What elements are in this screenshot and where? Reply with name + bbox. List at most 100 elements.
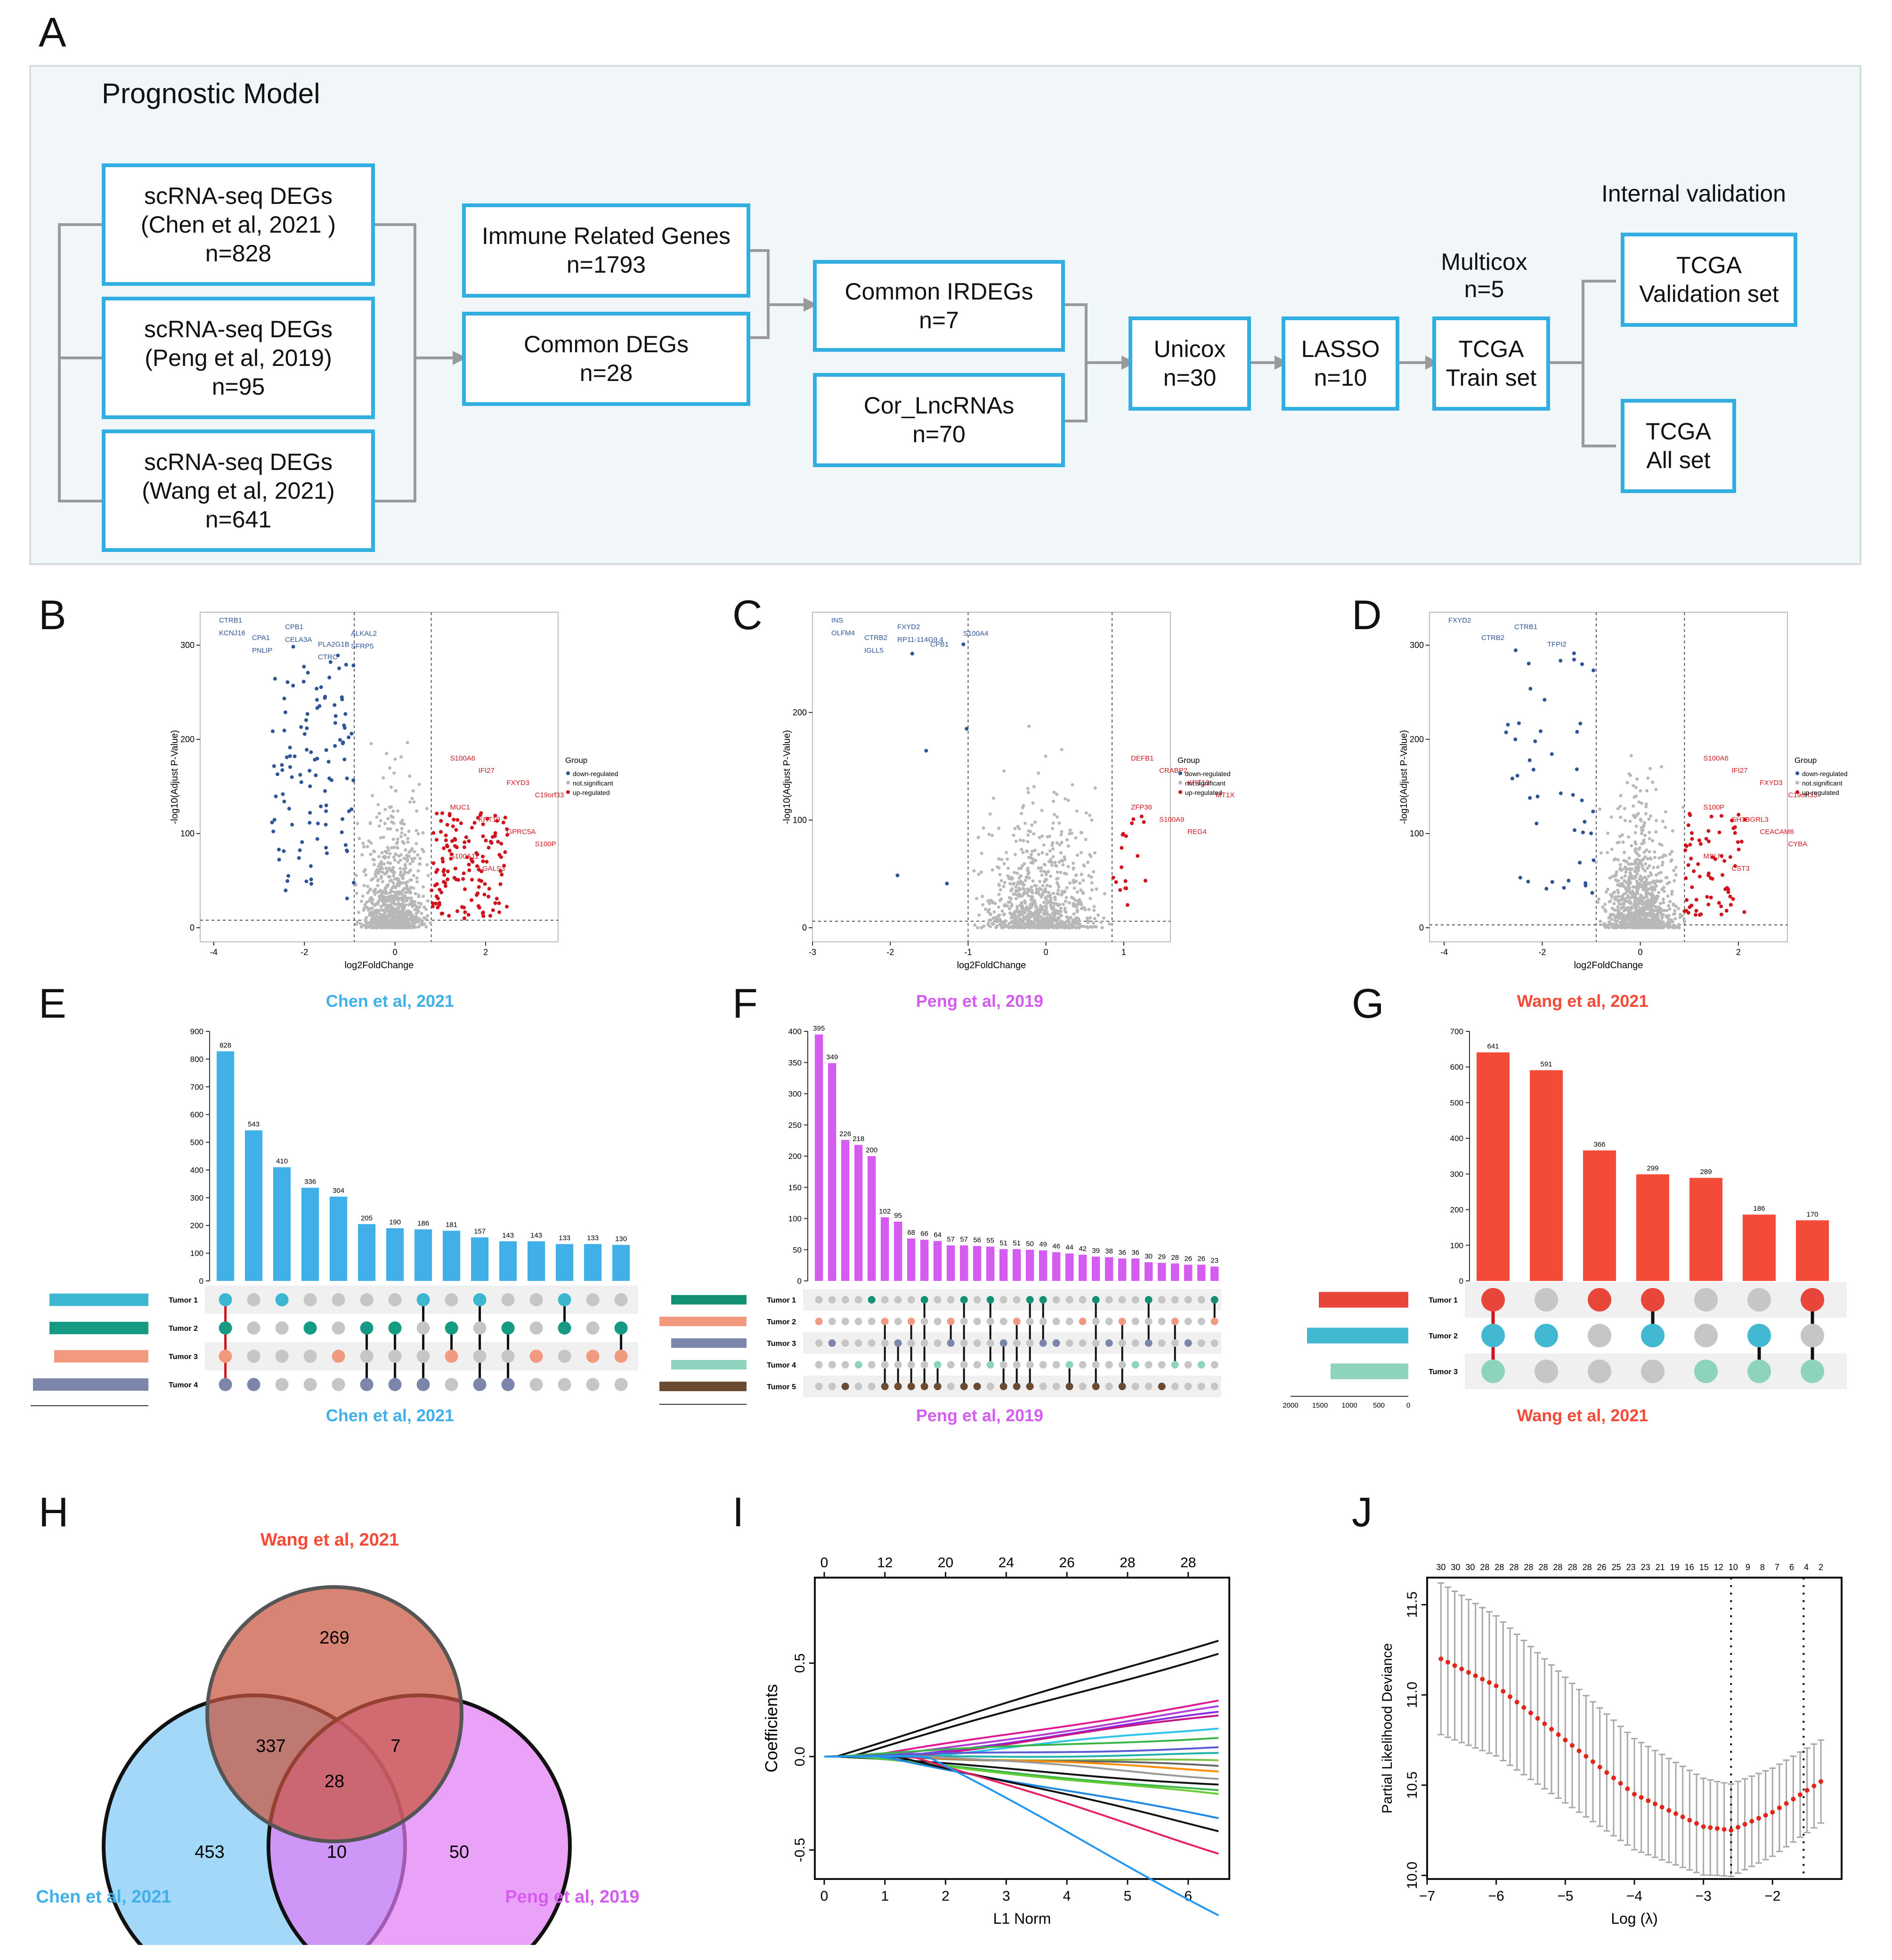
point-not-significant — [1079, 888, 1082, 892]
point-not-significant — [997, 826, 1001, 830]
point-not-significant — [1059, 871, 1063, 875]
point-not-significant — [1668, 900, 1672, 904]
point-down-regulated — [1543, 697, 1547, 702]
point-not-significant — [1040, 851, 1044, 855]
point-not-significant — [981, 903, 985, 907]
intersection-bar — [1158, 1263, 1166, 1281]
point-not-significant — [400, 818, 404, 822]
point-not-significant — [1663, 890, 1666, 893]
point-not-significant — [1032, 785, 1036, 789]
point-up-regulated — [1124, 886, 1129, 891]
matrix-dot-active — [275, 1293, 289, 1306]
matrix-dot-active — [907, 1318, 915, 1325]
point-not-significant — [1013, 910, 1016, 914]
point-not-significant — [392, 874, 396, 878]
matrix-dot-active — [1039, 1339, 1047, 1347]
point-not-significant — [1642, 850, 1646, 854]
point-not-significant — [1018, 838, 1022, 842]
point-not-significant — [396, 915, 400, 919]
multicox-count: n=5 — [1464, 276, 1504, 302]
intersection-bar — [868, 1156, 876, 1281]
point-not-significant — [400, 826, 404, 830]
point-not-significant — [400, 923, 404, 926]
deviance-point — [1618, 1781, 1623, 1786]
point-not-significant — [1031, 861, 1035, 865]
point-not-significant — [1092, 870, 1096, 874]
point-not-significant — [1088, 897, 1092, 900]
point-not-significant — [1056, 922, 1060, 926]
point-not-significant — [401, 897, 405, 901]
point-not-significant — [1617, 841, 1621, 844]
intersection-bar — [245, 1130, 263, 1281]
point-not-significant — [393, 903, 397, 907]
point-not-significant — [410, 857, 414, 861]
matrix-dot-inactive — [841, 1318, 849, 1325]
deviance-point — [1625, 1786, 1630, 1791]
point-not-significant — [1003, 922, 1007, 926]
point-not-significant — [1034, 859, 1038, 862]
upset-f-title: Peng et al, 2019 — [916, 991, 1044, 1011]
matrix-dot-inactive — [501, 1293, 515, 1306]
point-up-regulated — [459, 821, 463, 826]
point-down-regulated — [1559, 791, 1563, 795]
point-not-significant — [1660, 843, 1664, 847]
intersection-value-label: 46 — [1052, 1242, 1060, 1250]
matrix-dot-inactive — [986, 1318, 994, 1325]
point-up-regulated — [439, 912, 444, 916]
point-down-regulated — [1575, 730, 1579, 734]
point-up-regulated — [1731, 897, 1735, 901]
matrix-dot-inactive — [388, 1350, 402, 1363]
point-not-significant — [379, 912, 382, 916]
point-down-regulated — [276, 772, 280, 777]
matrix-dot-inactive — [1013, 1296, 1021, 1304]
point-not-significant — [404, 891, 407, 894]
point-up-regulated — [493, 901, 497, 905]
point-not-significant — [1077, 902, 1080, 906]
legend-swatch — [566, 771, 570, 775]
point-up-regulated — [435, 882, 439, 886]
deviance-point — [1611, 1775, 1616, 1781]
point-not-significant — [1011, 876, 1015, 880]
top-tick-label: 24 — [999, 1555, 1014, 1571]
intersection-bar — [960, 1245, 968, 1281]
point-up-regulated — [447, 812, 452, 816]
point-not-significant — [356, 920, 359, 924]
box-immune-line1: Immune Related Genes — [481, 223, 731, 249]
point-not-significant — [1614, 874, 1618, 877]
point-not-significant — [1042, 843, 1046, 847]
point-not-significant — [1089, 875, 1093, 879]
deviance-point — [1466, 1670, 1471, 1675]
point-not-significant — [1655, 879, 1658, 883]
set-label: Tumor 2 — [169, 1325, 198, 1333]
point-not-significant — [396, 837, 399, 841]
point-not-significant — [1623, 850, 1626, 854]
y-tick-label: 11.0 — [1405, 1682, 1420, 1708]
point-not-significant — [1653, 895, 1657, 899]
point-not-significant — [391, 907, 395, 910]
matrix-dot-active — [1052, 1339, 1060, 1347]
point-not-significant — [973, 923, 977, 927]
x-tick-label: -1 — [964, 948, 972, 957]
point-up-regulated — [1728, 894, 1732, 899]
point-down-regulated — [304, 718, 308, 722]
intersection-bar — [881, 1217, 889, 1281]
point-down-regulated — [319, 685, 323, 689]
point-not-significant — [364, 873, 368, 877]
point-not-significant — [402, 857, 406, 860]
point-not-significant — [1627, 856, 1631, 860]
matrix-dot-inactive — [558, 1378, 571, 1391]
top-count-label: 8 — [1760, 1563, 1765, 1572]
point-up-regulated — [1722, 859, 1727, 863]
point-not-significant — [399, 926, 403, 930]
matrix-dot-inactive — [360, 1293, 374, 1306]
point-not-significant — [406, 859, 409, 863]
point-not-significant — [418, 905, 422, 909]
intersection-value-label: 49 — [1039, 1240, 1047, 1248]
point-not-significant — [1074, 836, 1078, 840]
point-not-significant — [1072, 867, 1075, 871]
point-not-significant — [1644, 884, 1648, 888]
point-down-regulated — [288, 745, 292, 750]
gene-label-down: FXYD2 — [1448, 616, 1471, 624]
legend-swatch — [1178, 771, 1182, 775]
matrix-dot-inactive — [1694, 1288, 1718, 1312]
